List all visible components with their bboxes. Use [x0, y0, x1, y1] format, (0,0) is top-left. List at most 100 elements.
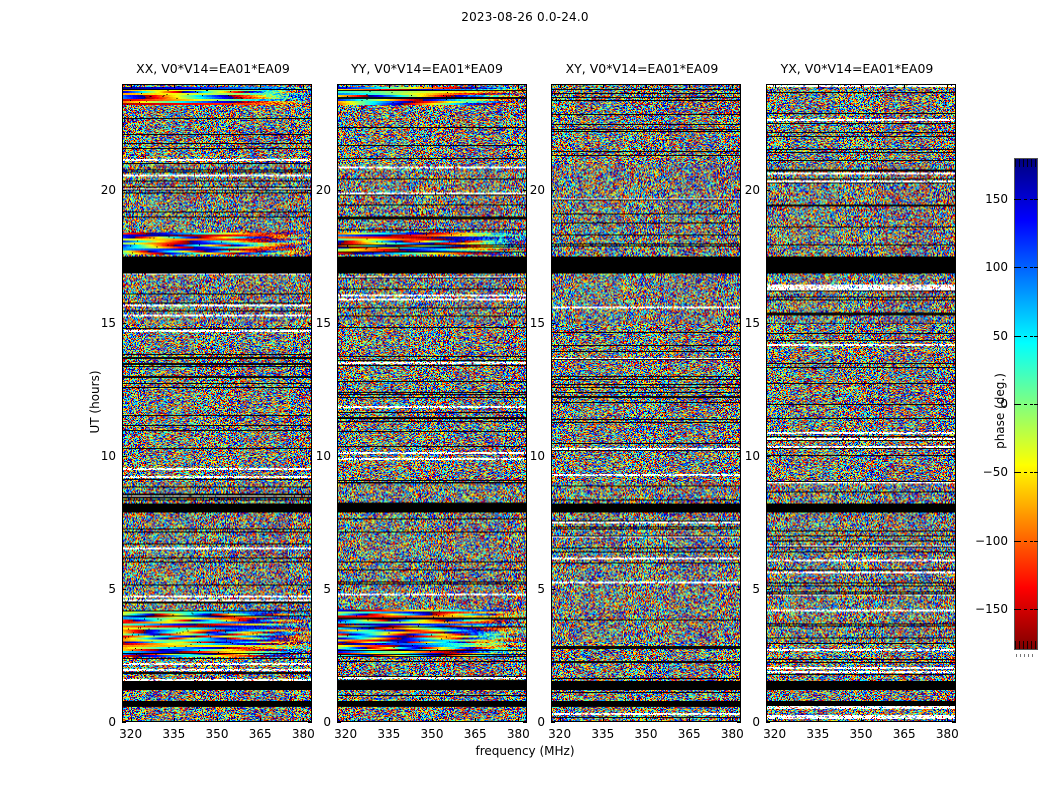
y-axis-tick-mark — [337, 190, 341, 191]
x-axis-tick-mark — [775, 718, 776, 722]
x-axis-tick-label: 320 — [763, 727, 787, 741]
y-axis-tick-label: 10 — [529, 449, 545, 464]
y-axis-tick-mark — [523, 456, 527, 457]
colorbar-tick-mark — [1014, 609, 1018, 610]
y-axis-tick-label: 15 — [315, 316, 331, 331]
y-axis-label: UT (hours) — [88, 370, 102, 434]
colorbar-tick-mark — [1034, 609, 1038, 610]
figure-suptitle: 2023-08-26 0.0-24.0 — [461, 10, 589, 24]
heatmap-panel-yy[interactable] — [337, 84, 527, 722]
x-axis-tick-mark — [518, 84, 519, 88]
colorbar-tick-mark — [1014, 472, 1018, 473]
x-axis-tick-mark — [217, 718, 218, 722]
x-axis-tick-label: 320 — [548, 727, 572, 741]
y-axis-tick-mark — [337, 722, 341, 723]
colorbar-bad-value-swatch — [1016, 654, 1036, 657]
colorbar-tick-mark — [1034, 199, 1038, 200]
colorbar-tick-label: −100 — [975, 533, 1008, 548]
colorbar-tick-mark — [1014, 199, 1018, 200]
y-axis-tick-label: 5 — [323, 582, 331, 597]
y-axis-tick-label: 5 — [108, 582, 116, 597]
x-axis-tick-label: 350 — [205, 727, 229, 741]
colorbar-tick-dash — [1018, 336, 1034, 337]
colorbar-tick-dash — [1018, 609, 1034, 610]
y-axis-tick-mark — [766, 589, 770, 590]
panel-title-xy: XY, V0*V14=EA01*EA09 — [565, 61, 719, 76]
x-axis-tick-mark — [389, 718, 390, 722]
x-axis-tick-mark — [475, 84, 476, 88]
panel-title-xx: XX, V0*V14=EA01*EA09 — [136, 61, 290, 76]
panel-title-yx: YX, V0*V14=EA01*EA09 — [780, 61, 934, 76]
y-axis-tick-mark — [952, 190, 956, 191]
y-axis-tick-mark — [952, 722, 956, 723]
x-axis-tick-mark — [131, 718, 132, 722]
y-axis-tick-mark — [523, 589, 527, 590]
colorbar-tick-mark — [1014, 267, 1018, 268]
y-axis-tick-mark — [952, 323, 956, 324]
colorbar-tick-mark — [1034, 541, 1038, 542]
colorbar-tick-label: −50 — [982, 465, 1008, 480]
heatmap-panel-xx[interactable] — [122, 84, 312, 722]
heatmap-panel-yx[interactable] — [766, 84, 956, 722]
colorbar-tick-dash — [1018, 267, 1034, 268]
colorbar-tick-dash — [1018, 199, 1034, 200]
colorbar-tick-mark — [1034, 404, 1038, 405]
y-axis-tick-mark — [766, 456, 770, 457]
y-axis-tick-mark — [551, 323, 555, 324]
y-axis-tick-mark — [737, 323, 741, 324]
colorbar-tick-label: 50 — [992, 328, 1008, 343]
x-axis-tick-label: 320 — [119, 727, 143, 741]
y-axis-tick-mark — [523, 722, 527, 723]
x-axis-tick-label: 350 — [420, 727, 444, 741]
y-axis-tick-label: 20 — [529, 183, 545, 198]
y-axis-tick-label: 15 — [100, 316, 116, 331]
y-axis-tick-mark — [952, 589, 956, 590]
y-axis-tick-mark — [737, 589, 741, 590]
y-axis-tick-mark — [337, 589, 341, 590]
y-axis-tick-mark — [122, 589, 126, 590]
x-axis-tick-mark — [303, 718, 304, 722]
y-axis-tick-mark — [551, 456, 555, 457]
x-axis-tick-mark — [346, 718, 347, 722]
x-axis-tick-label: 380 — [720, 727, 744, 741]
x-axis-tick-mark — [432, 718, 433, 722]
x-axis-tick-label: 365 — [677, 727, 701, 741]
y-axis-tick-label: 15 — [744, 316, 760, 331]
y-axis-tick-label: 20 — [100, 183, 116, 198]
y-axis-tick-mark — [952, 456, 956, 457]
colorbar-tick-mark — [1034, 267, 1038, 268]
y-axis-tick-mark — [122, 323, 126, 324]
heatmap-panel-xy[interactable] — [551, 84, 741, 722]
colorbar-tick-label: 100 — [985, 260, 1008, 275]
y-axis-tick-mark — [737, 190, 741, 191]
x-axis-tick-mark — [775, 84, 776, 88]
x-axis-tick-mark — [904, 84, 905, 88]
colorbar-tick-mark — [1014, 404, 1018, 405]
y-axis-tick-label: 0 — [537, 715, 545, 729]
y-axis-tick-mark — [308, 323, 312, 324]
y-axis-tick-mark — [766, 722, 770, 723]
x-axis-label: frequency (MHz) — [475, 744, 575, 758]
x-axis-tick-mark — [818, 718, 819, 722]
x-axis-tick-mark — [131, 84, 132, 88]
x-axis-tick-mark — [603, 718, 604, 722]
colorbar-tick-dash — [1018, 472, 1034, 473]
y-axis-tick-mark — [122, 190, 126, 191]
panel-title-yy: YY, V0*V14=EA01*EA09 — [351, 61, 503, 76]
x-axis-tick-mark — [947, 84, 948, 88]
colorbar-tick-dash — [1018, 541, 1034, 542]
x-axis-tick-mark — [947, 718, 948, 722]
y-axis-tick-mark — [551, 190, 555, 191]
y-axis-tick-mark — [523, 323, 527, 324]
y-axis-tick-mark — [337, 323, 341, 324]
y-axis-tick-label: 5 — [752, 582, 760, 597]
x-axis-tick-mark — [560, 718, 561, 722]
colorbar-tick-mark — [1034, 472, 1038, 473]
colorbar-tick-dash — [1018, 404, 1034, 405]
x-axis-tick-label: 335 — [591, 727, 615, 741]
x-axis-tick-mark — [303, 84, 304, 88]
x-axis-tick-mark — [689, 718, 690, 722]
y-axis-tick-mark — [122, 456, 126, 457]
y-axis-tick-label: 10 — [315, 449, 331, 464]
y-axis-tick-label: 20 — [315, 183, 331, 198]
